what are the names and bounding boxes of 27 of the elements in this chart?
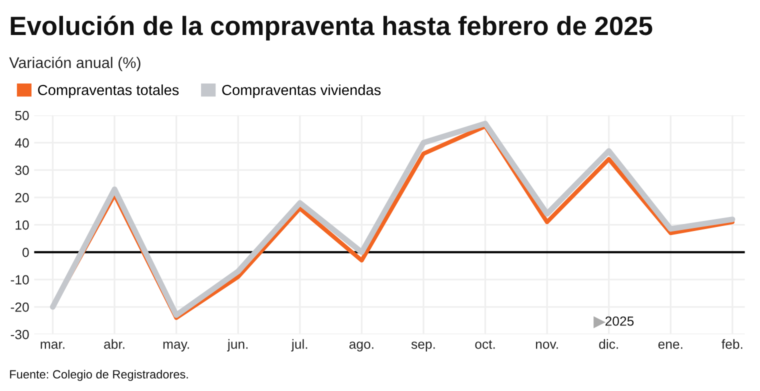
y-tick-label: 50 bbox=[15, 110, 29, 120]
y-tick-label: 30 bbox=[15, 166, 29, 175]
x-tick-label: ago. bbox=[349, 342, 374, 352]
y-tick-label: 10 bbox=[16, 220, 29, 230]
annotation: 2025 bbox=[605, 316, 634, 326]
legend-label: Compraventas totales bbox=[38, 84, 179, 98]
y-tick-label: -10 bbox=[10, 275, 29, 284]
x-tick-label: sep. bbox=[411, 342, 435, 352]
y-tick-label: 40 bbox=[14, 138, 29, 148]
source-note: Fuente: Colegio de Registradores. bbox=[10, 370, 188, 381]
x-tick-label: dic. bbox=[599, 339, 618, 349]
x-tick-label: jul. bbox=[291, 339, 308, 352]
x-tick-label: nov. bbox=[536, 342, 558, 349]
legend-label: Compraventas viviendas bbox=[222, 84, 381, 98]
x-tick-label: feb. bbox=[722, 339, 742, 349]
x-tick-label: mar. bbox=[40, 342, 64, 349]
y-axis-title: Variación anual (%) bbox=[9, 56, 140, 72]
y-tick-label: -20 bbox=[10, 302, 29, 312]
y-tick-label: -30 bbox=[10, 330, 29, 340]
chart-title: Evolución de la compraventa hasta febrero de 2025 bbox=[10, 16, 652, 40]
x-tick-label: abr. bbox=[104, 339, 124, 349]
x-tick-label: oct. bbox=[475, 340, 495, 349]
x-tick-label: jun. bbox=[227, 339, 248, 352]
x-tick-label: ene. bbox=[658, 342, 682, 349]
x-tick-label: may. bbox=[163, 342, 189, 352]
y-tick-label: 20 bbox=[15, 193, 29, 202]
y-tick-label: 0 bbox=[22, 248, 29, 258]
